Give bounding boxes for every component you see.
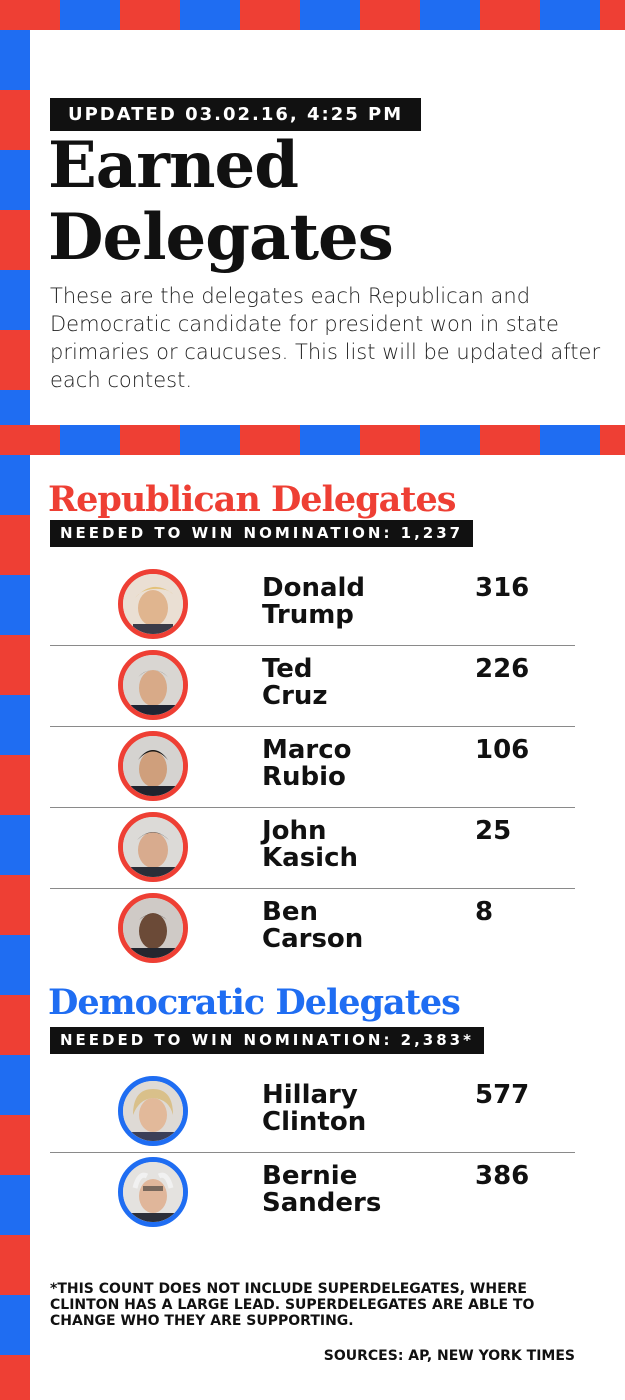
- candidate-name: Marco Rubio: [262, 735, 352, 792]
- rubio-portrait: [118, 731, 188, 801]
- republican-candidate-list: Donald Trump 316 Ted Cruz 226 Marco Rubi…: [50, 565, 575, 969]
- kasich-portrait: [118, 812, 188, 882]
- superdelegates-footnote: *THIS COUNT DOES NOT INCLUDE SUPERDELEGA…: [50, 1281, 535, 1329]
- delegate-count: 106: [475, 735, 530, 765]
- candidate-name: Ben Carson: [262, 897, 364, 954]
- cruz-portrait: [118, 650, 188, 720]
- candidate-row-rubio: Marco Rubio 106: [50, 726, 575, 807]
- divider-stripe-border: [0, 425, 625, 455]
- republican-heading: Republican Delegates: [48, 479, 456, 520]
- candidate-name: John Kasich: [262, 816, 359, 873]
- delegate-count: 25: [475, 816, 512, 846]
- candidate-name: Ted Cruz: [262, 654, 328, 711]
- candidate-row-trump: Donald Trump 316: [50, 565, 575, 645]
- delegate-count: 386: [475, 1161, 530, 1191]
- candidate-name: Hillary Clinton: [262, 1080, 367, 1137]
- intro-text: These are the delegates each Republican …: [50, 284, 601, 392]
- page-title: Earned Delegates: [48, 130, 608, 274]
- sources-credit: SOURCES: AP, NEW YORK TIMES: [323, 1348, 575, 1364]
- candidate-row-cruz: Ted Cruz 226: [50, 645, 575, 726]
- candidate-name: Bernie Sanders: [262, 1161, 382, 1218]
- trump-portrait: [118, 569, 188, 639]
- republican-needed-bar: NEEDED TO WIN NOMINATION: 1,237: [50, 520, 474, 547]
- delegate-count: 316: [475, 573, 530, 603]
- delegate-count: 577: [475, 1080, 530, 1110]
- top-stripe-border: [0, 0, 625, 30]
- candidate-row-clinton: Hillary Clinton 577: [50, 1072, 575, 1152]
- page-title-line-2: Delegates: [48, 200, 394, 275]
- left-stripe-border: [0, 30, 30, 425]
- democratic-candidate-list: Hillary Clinton 577 Bernie Sanders 386: [50, 1072, 575, 1233]
- candidate-row-kasich: John Kasich 25: [50, 807, 575, 888]
- candidate-name: Donald Trump: [262, 573, 366, 630]
- delegate-count: 226: [475, 654, 530, 684]
- header-panel: UPDATED 03.02.16, 4:25 PM Earned Delegat…: [30, 30, 625, 425]
- sanders-portrait: [118, 1157, 188, 1227]
- carson-portrait: [118, 893, 188, 963]
- candidate-row-sanders: Bernie Sanders 386: [50, 1152, 575, 1233]
- content-panel: Republican Delegates NEEDED TO WIN NOMIN…: [30, 455, 625, 1400]
- updated-badge: UPDATED 03.02.16, 4:25 PM: [50, 98, 422, 131]
- candidate-row-carson: Ben Carson 8: [50, 888, 575, 969]
- democratic-needed-bar: NEEDED TO WIN NOMINATION: 2,383*: [50, 1027, 484, 1054]
- clinton-portrait: [118, 1076, 188, 1146]
- left-stripe-border-lower: [0, 455, 30, 1400]
- page-title-line-1: Earned: [48, 128, 299, 203]
- delegate-count: 8: [475, 897, 494, 927]
- democratic-heading: Democratic Delegates: [48, 982, 461, 1023]
